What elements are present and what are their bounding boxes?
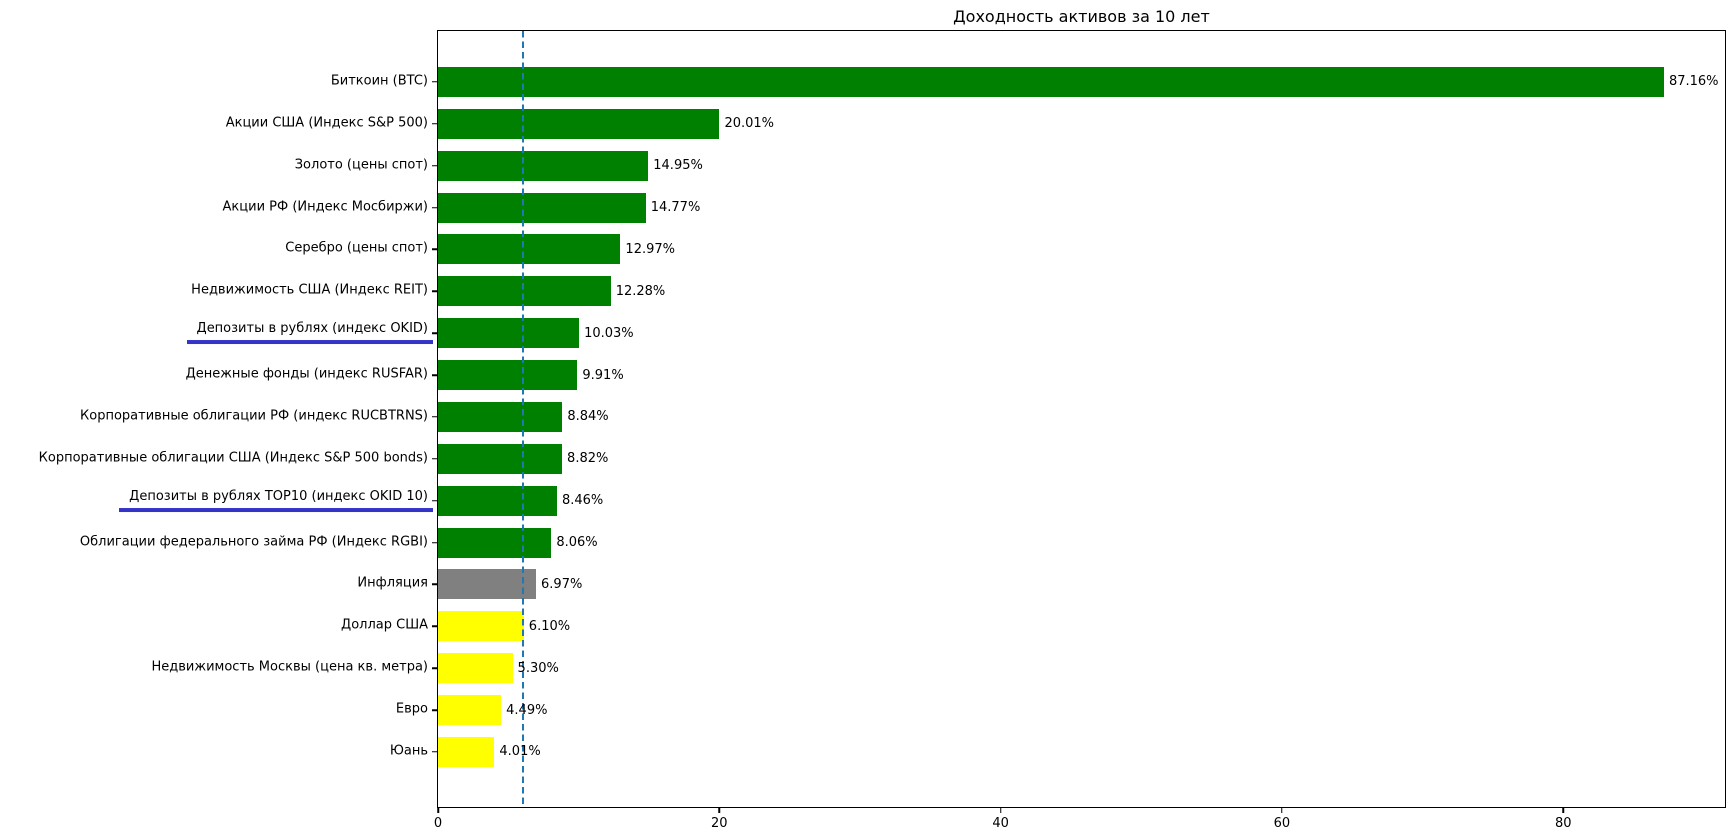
bar: [438, 485, 557, 516]
y-tick-mark: [432, 458, 438, 460]
bar-value-label: 8.46%: [561, 493, 604, 509]
category-label: Денежные фонды (индекс RUSFAR): [185, 366, 428, 382]
y-tick-mark: [432, 332, 438, 334]
category-label: Евро: [395, 701, 428, 717]
bar: [438, 736, 495, 767]
x-tick-mark: [437, 807, 439, 813]
category-label: Инфляция: [357, 575, 428, 591]
y-tick-mark: [432, 374, 438, 376]
bar-value-label: 14.77%: [650, 200, 701, 216]
y-tick-mark: [432, 499, 438, 502]
bar-value-label: 8.82%: [567, 451, 609, 467]
bar-value-label: 6.97%: [541, 576, 583, 592]
x-tick-mark: [1281, 807, 1283, 813]
bar: [438, 234, 621, 265]
chart-row: Акции РФ (Индекс Мосбиржи) 14.77%: [223, 187, 1725, 229]
x-tick-mark: [718, 807, 721, 813]
x-tick-label: 20: [711, 816, 728, 831]
chart-row: Инфляция 6.97%: [357, 564, 1725, 606]
x-tick-label: 80: [1554, 816, 1572, 831]
chart-row: Денежные фонды (индекс RUSFAR) 9.91%: [186, 354, 1725, 396]
category-label: Золото (цены спот): [294, 157, 428, 173]
y-tick-mark: [432, 81, 438, 83]
y-tick-mark: [432, 164, 438, 167]
chart-row: Серебро (цены спот) 12.97%: [285, 229, 1725, 271]
chart-row: Депозиты в рублях TOP10 (индекс OKID 10)…: [119, 480, 1725, 522]
y-tick-mark: [432, 206, 438, 209]
bar: [438, 66, 1664, 97]
bar: [438, 569, 537, 600]
chart-row: Евро 4.49%: [396, 689, 1725, 731]
bar-value-label: 14.95%: [653, 158, 703, 174]
bar-value-label: 4.49%: [506, 702, 548, 718]
y-tick-mark: [432, 583, 438, 586]
category-label: Депозиты в рублях TOP10 (индекс OKID 10): [119, 489, 433, 512]
category-label: Корпоративные облигации США (Индекс S&P …: [38, 450, 428, 466]
plot-area: Биткоин (BTC) 87.16% Акции США (Индекс S…: [39, 30, 1726, 831]
bar-value-label: 10.03%: [584, 325, 634, 341]
bar: [438, 150, 649, 181]
category-label: Акции РФ (Индекс Мосбиржи): [222, 199, 428, 215]
chart-row: Золото (цены спот) 14.95%: [295, 145, 1725, 187]
bars-container: Биткоин (BTC) 87.16% Акции США (Индекс S…: [39, 61, 1725, 773]
chart-row: Юань 4.01%: [390, 731, 1725, 773]
y-tick-mark: [432, 290, 438, 293]
y-tick-mark: [432, 123, 438, 125]
bar-value-label: 8.84%: [567, 409, 609, 425]
category-label: Корпоративные облигации РФ (индекс RUCBT…: [80, 408, 428, 424]
y-tick-mark: [432, 416, 438, 418]
y-tick-mark: [432, 709, 438, 711]
bar: [438, 443, 563, 474]
chart-row: Акции США (Индекс S&P 500) 20.01%: [226, 103, 1725, 145]
bar: [438, 318, 580, 349]
x-tick-label: 60: [1273, 816, 1291, 831]
y-tick-mark: [432, 541, 438, 544]
bar-value-label: 5.30%: [517, 660, 559, 676]
category-label: Акции США (Индекс S&P 500): [225, 115, 428, 131]
y-tick-mark: [432, 751, 438, 753]
chart-row: Биткоин (BTC) 87.16%: [331, 61, 1725, 103]
bar: [438, 108, 720, 139]
bar-value-label: 20.01%: [724, 116, 775, 132]
x-tick-mark: [1562, 807, 1564, 813]
bar-value-label: 87.16%: [1668, 74, 1719, 90]
bar-value-label: 4.01%: [499, 744, 541, 760]
category-label: Депозиты в рублях (индекс OKID): [186, 321, 433, 345]
y-tick-mark: [432, 248, 438, 251]
chart-row: Недвижимость США (Индекс REIT) 12.28%: [191, 270, 1725, 312]
category-label: Облигации федерального займа РФ (Индекс …: [79, 534, 428, 550]
category-label: Недвижимость США (Индекс REIT): [191, 282, 428, 298]
x-tick-mark: [999, 807, 1002, 813]
chart-row: Облигации федерального займа РФ (Индекс …: [80, 522, 1725, 564]
chart-row: Доллар США 6.10%: [341, 605, 1725, 647]
x-tick-label: 40: [992, 816, 1009, 831]
reference-dashed-line: [522, 31, 525, 807]
chart-row: Недвижимость Москвы (цена кв. метра) 5.3…: [152, 647, 1725, 689]
bar: [438, 611, 524, 642]
bar: [438, 192, 646, 223]
bar: [438, 360, 578, 391]
bar-value-label: 9.91%: [582, 367, 624, 383]
bar-value-label: 12.97%: [625, 241, 675, 257]
category-label: Недвижимость Москвы (цена кв. метра): [151, 659, 429, 675]
y-tick-mark: [432, 625, 438, 628]
bar-value-label: 8.06%: [556, 535, 598, 551]
bar: [438, 695, 502, 726]
category-label: Доллар США: [341, 617, 428, 633]
category-label: Юань: [389, 743, 428, 759]
bar: [438, 401, 563, 432]
chart-title: Доходность активов за 10 лет: [953, 7, 1210, 26]
bar: [438, 653, 513, 684]
category-label: Биткоин (BTC): [330, 73, 428, 89]
category-label: Серебро (цены спот): [285, 240, 428, 256]
chart-row: Корпоративные облигации США (Индекс S&P …: [39, 438, 1725, 480]
x-tick-label: 0: [433, 816, 443, 831]
chart-row: Корпоративные облигации РФ (индекс RUCBT…: [80, 396, 1725, 438]
bar: [438, 527, 552, 558]
bar-value-label: 6.10%: [528, 618, 571, 634]
y-tick-mark: [432, 667, 438, 669]
bar-value-label: 12.28%: [615, 283, 666, 299]
chart-row: Депозиты в рублях (индекс OKID) 10.03%: [186, 312, 1725, 354]
